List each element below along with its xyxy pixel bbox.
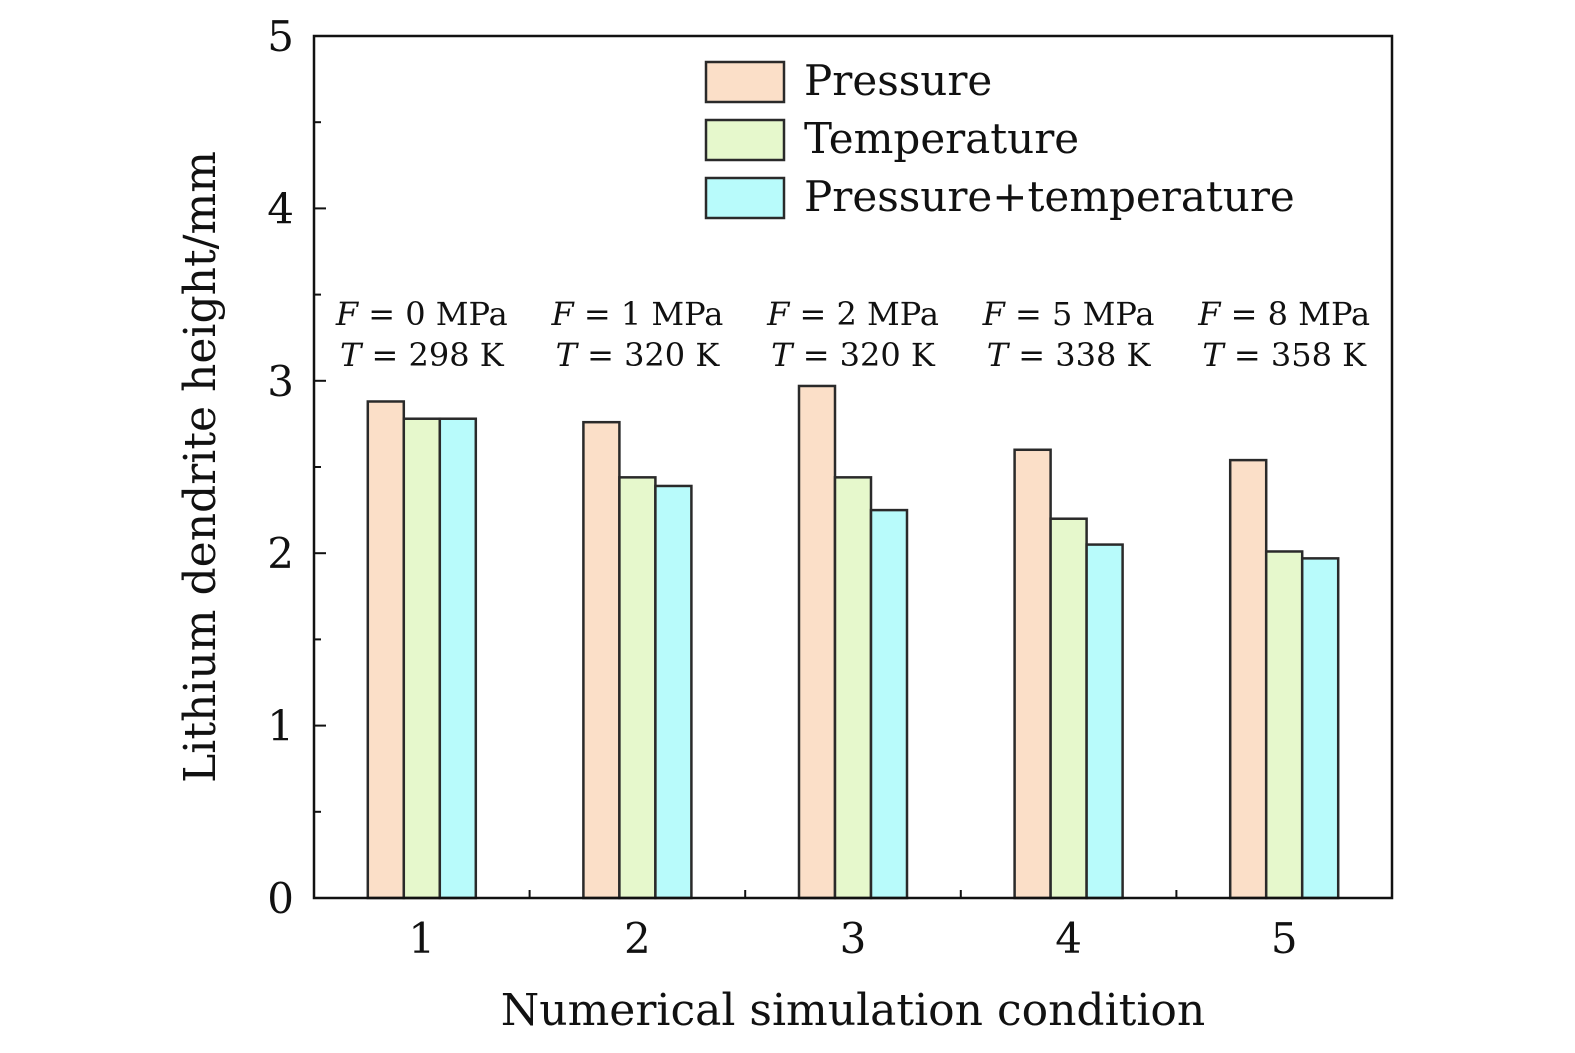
bar-temperature-2 — [618, 476, 657, 900]
y-tick-label: 1 — [267, 702, 294, 751]
condition-temperature-label: T = 320 K — [771, 336, 936, 374]
legend-label: Pressure+temperature — [804, 172, 1295, 221]
legend-swatch — [704, 118, 786, 162]
y-axis-label: Lithium dendrite height/mm — [175, 151, 226, 783]
legend-label: Temperature — [804, 114, 1079, 163]
bar-pressure-4 — [1013, 448, 1052, 900]
bar-pressure-1 — [366, 400, 406, 900]
bar-pressure-3 — [797, 384, 837, 900]
condition-temperature-label: T = 298 K — [340, 336, 505, 374]
condition-pressure-label: F = 2 MPa — [766, 295, 939, 333]
bar-pressure-temperature-4 — [1085, 543, 1124, 900]
condition-temperature-label: T = 338 K — [987, 336, 1152, 374]
condition-pressure-label: F = 5 MPa — [982, 295, 1155, 333]
x-tick-label: 3 — [840, 914, 867, 963]
x-tick-label: 4 — [1055, 914, 1082, 963]
bar-temperature-5 — [1264, 550, 1304, 900]
condition-temperature-label: T = 320 K — [556, 336, 721, 374]
y-tick-labels: 0 1 2 3 4 5 — [267, 12, 294, 923]
y-tick-label: 2 — [267, 529, 294, 578]
bar-pressure-temperature-2 — [654, 484, 693, 900]
condition-pressure-label: F = 8 MPa — [1197, 295, 1370, 333]
legend-label: Pressure — [804, 56, 992, 105]
y-tick-label: 3 — [267, 357, 294, 406]
bars-layer — [366, 384, 1340, 900]
bar-temperature-3 — [833, 476, 873, 900]
condition-pressure-label: F = 0 MPa — [335, 295, 508, 333]
legend-swatch — [704, 176, 786, 220]
bar-pressure-5 — [1228, 458, 1268, 900]
bar-temperature-4 — [1049, 517, 1088, 900]
bar-pressure-2 — [582, 420, 621, 900]
y-tick-label: 5 — [267, 12, 294, 61]
x-axis-label: Numerical simulation condition — [501, 985, 1206, 1036]
bar-temperature-1 — [402, 417, 442, 900]
x-tick-label: 1 — [408, 914, 435, 963]
bar-pressure-temperature-5 — [1300, 557, 1340, 900]
bar-pressure-temperature-1 — [438, 417, 478, 900]
x-tick-labels: 1 2 3 4 5 — [408, 914, 1297, 963]
x-tick-label: 5 — [1271, 914, 1298, 963]
y-tick-label: 0 — [267, 874, 294, 923]
legend-swatch — [704, 60, 786, 104]
condition-temperature-label: T = 358 K — [1202, 336, 1367, 374]
condition-pressure-label: F = 1 MPa — [550, 295, 723, 333]
legend: Pressure Temperature Pressure+temperature — [704, 56, 1295, 221]
bar-pressure-temperature-3 — [869, 508, 909, 900]
y-tick-label: 4 — [267, 184, 294, 233]
x-tick-label: 2 — [624, 914, 651, 963]
plot-frame — [312, 34, 1394, 900]
